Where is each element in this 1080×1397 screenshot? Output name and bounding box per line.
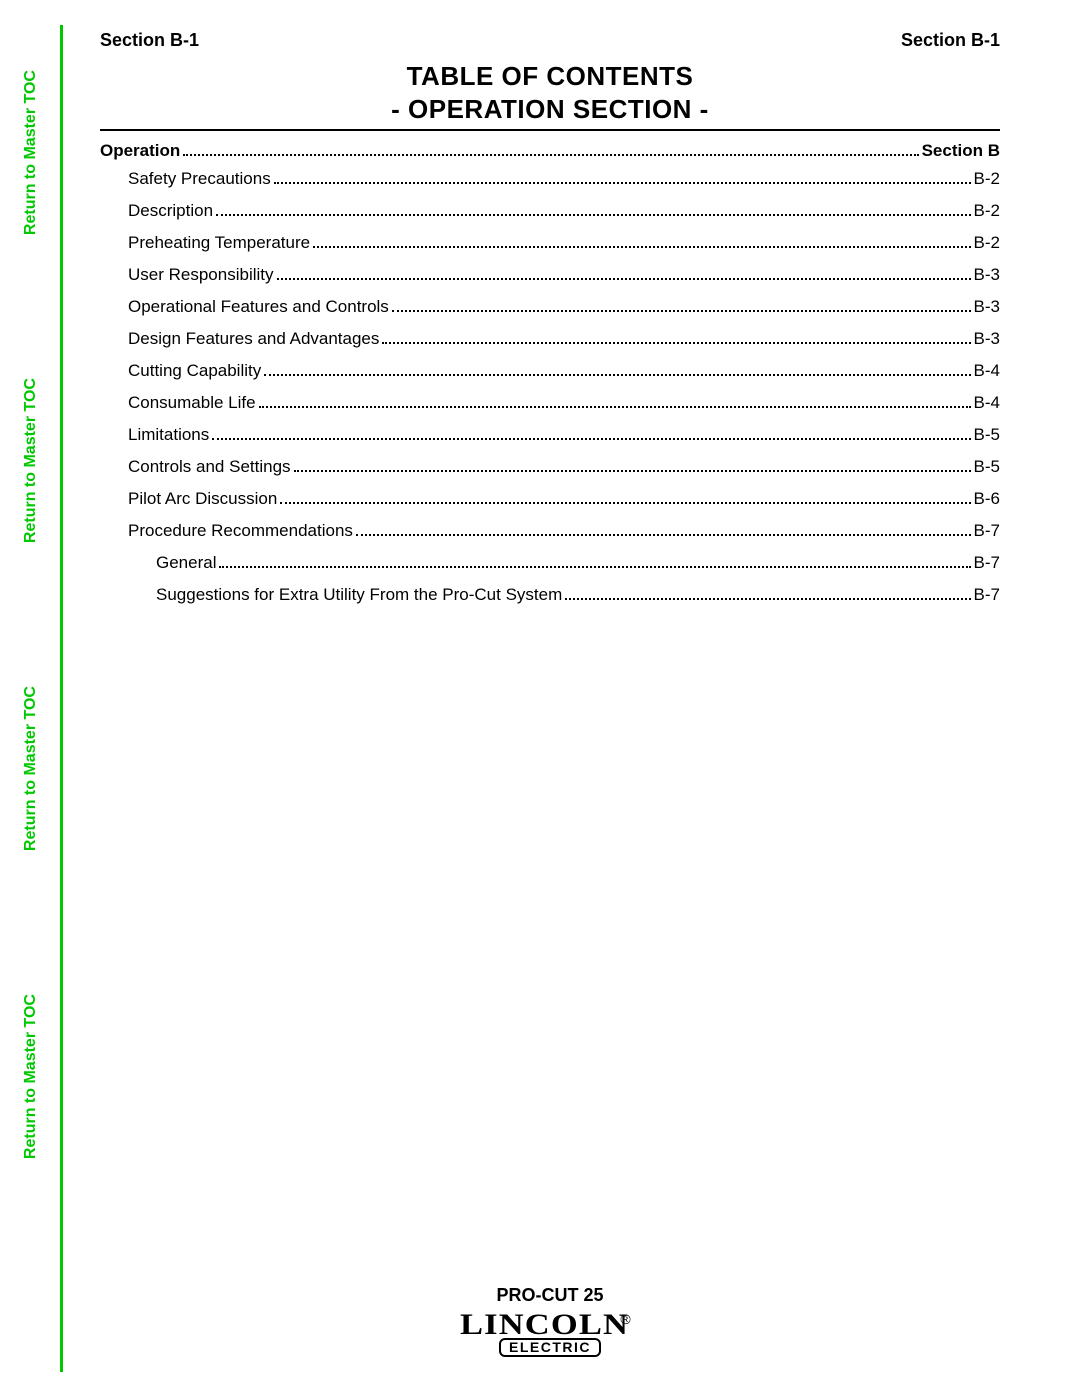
return-to-master-toc-link-1[interactable]: Return to Master TOC [22, 70, 40, 235]
toc-row[interactable]: Design Features and Advantages B-3 [100, 329, 1000, 349]
return-to-master-toc-link-3[interactable]: Return to Master TOC [22, 686, 40, 851]
toc-item-label: Safety Precautions [128, 169, 271, 189]
registered-trademark-icon: ® [620, 1311, 630, 1327]
toc-dots [219, 566, 970, 568]
toc-dots [280, 502, 970, 504]
title-block: TABLE OF CONTENTS - OPERATION SECTION - [100, 61, 1000, 125]
toc-row[interactable]: Preheating Temperature B-2 [100, 233, 1000, 253]
toc-section-label: Operation [100, 141, 180, 161]
toc-section-heading-row: Operation Section B [100, 141, 1000, 161]
toc-item-page: B-3 [974, 297, 1000, 317]
toc-item-page: B-5 [974, 425, 1000, 445]
title-line-2: - OPERATION SECTION - [100, 94, 1000, 125]
toc-row[interactable]: Consumable Life B-4 [100, 393, 1000, 413]
toc-item-label: Preheating Temperature [128, 233, 310, 253]
toc-item-label: Cutting Capability [128, 361, 261, 381]
toc-dots [382, 342, 970, 344]
toc-dots [183, 154, 918, 156]
toc-row[interactable]: User Responsibility B-3 [100, 265, 1000, 285]
toc-dots [313, 246, 970, 248]
toc-dots [216, 214, 970, 216]
toc-dots [264, 374, 970, 376]
toc-dots [356, 534, 971, 536]
page-content: Section B-1 Section B-1 TABLE OF CONTENT… [100, 30, 1000, 617]
page-header-row: Section B-1 Section B-1 [100, 30, 1000, 51]
toc-item-label: Controls and Settings [128, 457, 291, 477]
toc-dots [294, 470, 971, 472]
title-line-1: TABLE OF CONTENTS [100, 61, 1000, 92]
toc-item-page: B-2 [974, 169, 1000, 189]
toc-item-label: Description [128, 201, 213, 221]
title-underline [100, 129, 1000, 131]
toc-item-label: Procedure Recommendations [128, 521, 353, 541]
toc-row[interactable]: Limitations B-5 [100, 425, 1000, 445]
toc-dots [392, 310, 971, 312]
toc-row[interactable]: Operational Features and Controls B-3 [100, 297, 1000, 317]
toc-item-page: B-6 [974, 489, 1000, 509]
toc-item-label: Consumable Life [128, 393, 256, 413]
section-label-left: Section B-1 [100, 30, 199, 51]
toc-item-page: B-2 [974, 201, 1000, 221]
toc-row[interactable]: Safety Precautions B-2 [100, 169, 1000, 189]
toc-row[interactable]: Suggestions for Extra Utility From the P… [100, 585, 1000, 605]
toc-item-label: User Responsibility [128, 265, 274, 285]
toc-dots [259, 406, 971, 408]
toc-dots [274, 182, 971, 184]
toc-item-label: Suggestions for Extra Utility From the P… [156, 585, 562, 605]
vertical-divider-bar [60, 25, 63, 1372]
toc-row[interactable]: General B-7 [100, 553, 1000, 573]
toc-item-page: B-3 [974, 265, 1000, 285]
toc-items-container: Safety PrecautionsB-2DescriptionB-2Prehe… [100, 169, 1000, 605]
toc-item-page: B-7 [974, 521, 1000, 541]
toc-item-page: B-2 [974, 233, 1000, 253]
toc-item-page: B-4 [974, 361, 1000, 381]
footer-product-name: PRO-CUT 25 [100, 1285, 1000, 1306]
logo-text-top: LINCOLN [460, 1310, 629, 1340]
toc-row[interactable]: Pilot Arc Discussion B-6 [100, 489, 1000, 509]
toc-row[interactable]: Cutting Capability B-4 [100, 361, 1000, 381]
toc-item-label: Limitations [128, 425, 209, 445]
toc-item-page: B-7 [974, 585, 1000, 605]
toc-row[interactable]: Procedure Recommendations B-7 [100, 521, 1000, 541]
toc-row[interactable]: Controls and Settings B-5 [100, 457, 1000, 477]
toc-row[interactable]: Description B-2 [100, 201, 1000, 221]
toc-item-label: Pilot Arc Discussion [128, 489, 277, 509]
toc-item-page: B-5 [974, 457, 1000, 477]
toc-dots [565, 598, 970, 600]
return-to-master-toc-link-4[interactable]: Return to Master TOC [22, 994, 40, 1159]
return-to-master-toc-link-2[interactable]: Return to Master TOC [22, 378, 40, 543]
toc-dots [212, 438, 970, 440]
toc-item-page: B-3 [974, 329, 1000, 349]
lincoln-electric-logo: LINCOLN® ELECTRIC [471, 1310, 628, 1357]
toc-section-page: Section B [922, 141, 1000, 161]
section-label-right: Section B-1 [901, 30, 1000, 51]
toc-item-page: B-4 [974, 393, 1000, 413]
toc-item-label: General [156, 553, 216, 573]
toc-item-label: Operational Features and Controls [128, 297, 389, 317]
toc-dots [277, 278, 971, 280]
page-footer: PRO-CUT 25 LINCOLN® ELECTRIC [100, 1285, 1000, 1357]
toc-item-label: Design Features and Advantages [128, 329, 379, 349]
toc-item-page: B-7 [974, 553, 1000, 573]
